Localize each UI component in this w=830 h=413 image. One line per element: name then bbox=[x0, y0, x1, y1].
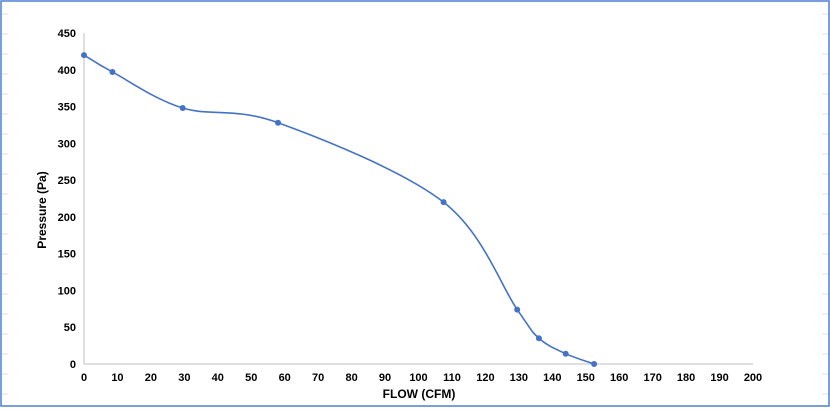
x-tick-label: 10 bbox=[111, 372, 123, 384]
x-tick-label: 30 bbox=[178, 372, 190, 384]
x-tick-label: 90 bbox=[379, 372, 391, 384]
margin-band-marks bbox=[2, 13, 828, 395]
y-tick-label: 400 bbox=[58, 65, 76, 77]
y-tick-label: 50 bbox=[64, 322, 76, 334]
x-tick-label: 0 bbox=[81, 372, 87, 384]
x-tick-label: 50 bbox=[245, 372, 257, 384]
x-tick-label: 20 bbox=[145, 372, 157, 384]
y-tick-label: 150 bbox=[58, 249, 76, 261]
data-point bbox=[179, 105, 186, 112]
x-axis-tick-labels: 0 10 20 30 40 50 60 70 80 90 100 110 120 130 140 150 160… bbox=[81, 372, 762, 384]
y-tick-label: 350 bbox=[58, 102, 76, 114]
y-tick-label: 0 bbox=[70, 359, 76, 371]
data-point bbox=[535, 335, 542, 342]
data-point bbox=[275, 119, 282, 126]
data-point bbox=[562, 350, 569, 357]
y-axis-tick-labels: 0 50 100 150 200 250 300 350 400 450 bbox=[58, 28, 76, 371]
y-tick-label: 300 bbox=[58, 138, 76, 150]
x-tick-label: 80 bbox=[345, 372, 357, 384]
x-tick-label: 140 bbox=[543, 372, 561, 384]
x-tick-label: 60 bbox=[279, 372, 291, 384]
chart-axes bbox=[83, 33, 753, 365]
x-tick-label: 100 bbox=[409, 372, 427, 384]
data-point bbox=[81, 52, 87, 59]
x-tick-label: 150 bbox=[577, 372, 595, 384]
y-axis-title: Pressure (Pa) bbox=[35, 171, 49, 248]
data-point bbox=[109, 68, 116, 75]
data-point bbox=[591, 361, 598, 367]
series-points bbox=[81, 52, 598, 367]
x-axis-title: FLOW (CFM) bbox=[383, 387, 456, 401]
y-tick-label: 200 bbox=[58, 212, 76, 224]
x-tick-label: 40 bbox=[212, 372, 224, 384]
data-point bbox=[440, 199, 447, 206]
x-tick-label: 200 bbox=[744, 372, 762, 384]
x-tick-label: 180 bbox=[677, 372, 695, 384]
x-tick-label: 120 bbox=[476, 372, 494, 384]
x-tick-label: 190 bbox=[710, 372, 728, 384]
data-point bbox=[514, 306, 521, 313]
series-line bbox=[83, 54, 595, 365]
x-tick-label: 160 bbox=[610, 372, 628, 384]
y-tick-label: 450 bbox=[58, 28, 76, 40]
x-tick-label: 170 bbox=[643, 372, 661, 384]
y-tick-label: 100 bbox=[58, 285, 76, 297]
y-tick-label: 250 bbox=[58, 175, 76, 187]
x-tick-label: 70 bbox=[312, 372, 324, 384]
x-tick-label: 110 bbox=[443, 372, 461, 384]
x-tick-label: 130 bbox=[510, 372, 528, 384]
